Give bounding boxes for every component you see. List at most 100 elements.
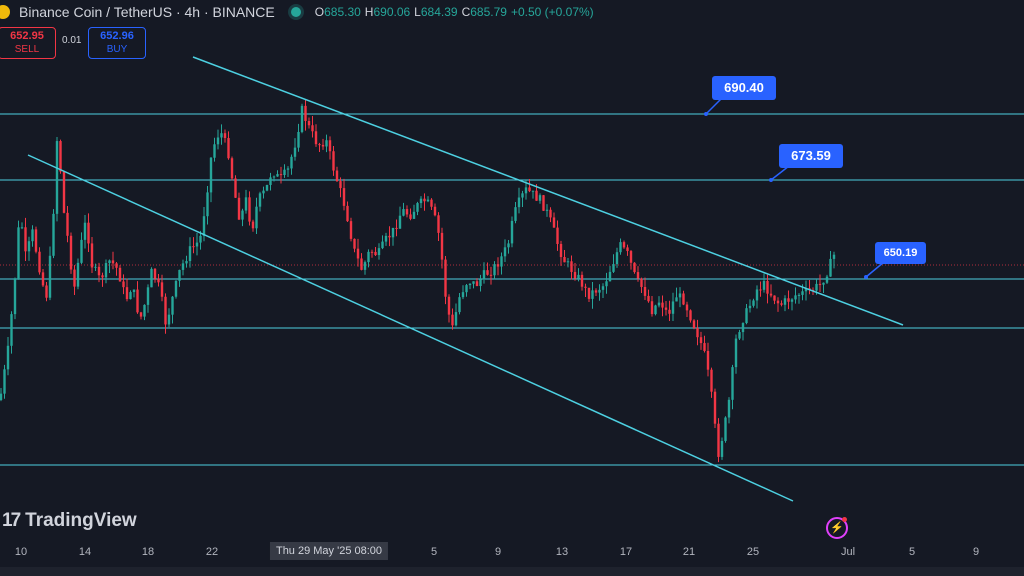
candle-body <box>741 323 745 333</box>
candle-body <box>570 261 573 272</box>
tradingview-logo[interactable]: 17 TradingView <box>2 510 137 532</box>
price-label-673[interactable]: 673.59 <box>779 144 843 168</box>
candle-body <box>608 271 612 282</box>
candle-body <box>661 302 664 308</box>
bottom-toolbar <box>0 567 1024 576</box>
candle-body <box>412 211 416 219</box>
candle-body <box>489 274 493 276</box>
candle-body <box>797 294 801 296</box>
candle-body <box>531 190 535 192</box>
channel-upper-line[interactable] <box>192 56 904 326</box>
candle-body <box>150 268 153 288</box>
candle-body <box>202 216 206 236</box>
candle-body <box>573 271 577 279</box>
candle-body <box>801 291 804 295</box>
candle-body <box>601 286 605 290</box>
candle-body <box>230 158 234 179</box>
lightning-icon[interactable]: ⚡ <box>826 517 848 539</box>
candle-body <box>146 287 150 305</box>
candle-body <box>276 174 279 177</box>
candle-body <box>52 213 55 256</box>
sell-button[interactable]: 652.95 SELL <box>0 27 56 59</box>
candle-body <box>76 262 80 287</box>
candle-body <box>199 235 202 243</box>
candle-body <box>675 297 678 302</box>
candle-body <box>136 289 139 313</box>
candle-body <box>664 307 668 310</box>
candle-body <box>405 209 409 215</box>
candle-body <box>759 289 762 291</box>
candle-body <box>139 312 143 317</box>
bnb-coin-icon <box>0 5 10 19</box>
candle-body <box>640 278 643 287</box>
price-label-650[interactable]: 650.19 <box>875 242 926 264</box>
candle-body <box>703 343 706 351</box>
candle-body <box>776 300 780 304</box>
candle-body <box>493 264 496 276</box>
candle-body <box>619 242 622 253</box>
candle-body <box>213 144 216 158</box>
candle-body <box>580 274 584 287</box>
candle-body <box>636 272 640 279</box>
candle-body <box>335 170 339 182</box>
candle-body <box>300 105 304 132</box>
candle-body <box>780 303 783 305</box>
candle-body <box>41 272 45 286</box>
candle-body <box>370 251 374 253</box>
candle-body <box>577 274 580 279</box>
price-label-690[interactable]: 690.40 <box>712 76 776 100</box>
candle-body <box>605 281 608 287</box>
candle-body <box>178 269 181 281</box>
candle-body <box>762 280 766 290</box>
candle-body <box>13 278 17 315</box>
candle-body <box>87 222 90 244</box>
candle-body <box>328 140 332 152</box>
candle-body <box>829 258 832 277</box>
candle-body <box>423 198 426 202</box>
candle-body <box>241 210 244 220</box>
candle-body <box>447 296 451 315</box>
candle-body <box>237 197 241 220</box>
candle-body <box>192 246 195 248</box>
candle-body <box>528 187 531 192</box>
xaxis-tick: 22 <box>205 546 219 558</box>
candle-body <box>6 345 10 370</box>
candle-body <box>108 260 111 264</box>
candle-body <box>825 276 829 283</box>
candle-body <box>416 203 419 212</box>
buy-button[interactable]: 652.96 BUY <box>88 27 146 59</box>
candle-body <box>794 295 797 300</box>
channel-lower-line[interactable] <box>27 154 794 502</box>
candle-body <box>717 423 720 457</box>
candle-body <box>251 221 255 229</box>
candle-body <box>325 140 328 147</box>
symbol-title[interactable]: Binance Coin / TetherUS · 4h · BINANCE <box>19 4 275 20</box>
candle-body <box>685 304 689 311</box>
candle-body <box>38 251 41 273</box>
candle-body <box>286 168 290 170</box>
sell-price: 652.95 <box>10 30 44 42</box>
candle-body <box>3 369 6 394</box>
candle-body <box>265 184 269 191</box>
candle-body <box>34 229 38 252</box>
tradingview-logo-icon: 17 <box>2 510 21 531</box>
candle-body <box>216 137 220 145</box>
candle-body <box>402 209 405 216</box>
candle-body <box>535 190 538 201</box>
candle-body <box>391 227 395 238</box>
candle-body <box>94 266 97 268</box>
candle-body <box>552 217 556 228</box>
candle-body <box>20 227 24 229</box>
candle-body <box>17 227 20 279</box>
candle-body <box>643 286 647 296</box>
candle-body <box>73 269 76 287</box>
candle-body <box>258 193 262 207</box>
candle-body <box>440 232 444 260</box>
candle-body <box>129 292 132 300</box>
candle-body <box>598 289 601 293</box>
candle-body <box>55 141 59 214</box>
price-chart[interactable] <box>0 0 1024 541</box>
candle-body <box>584 286 587 288</box>
time-axis[interactable]: 10 14 18 22 Thu 29 May '25 08:00 5 9 13 … <box>0 541 1024 563</box>
candle-body <box>745 308 748 324</box>
